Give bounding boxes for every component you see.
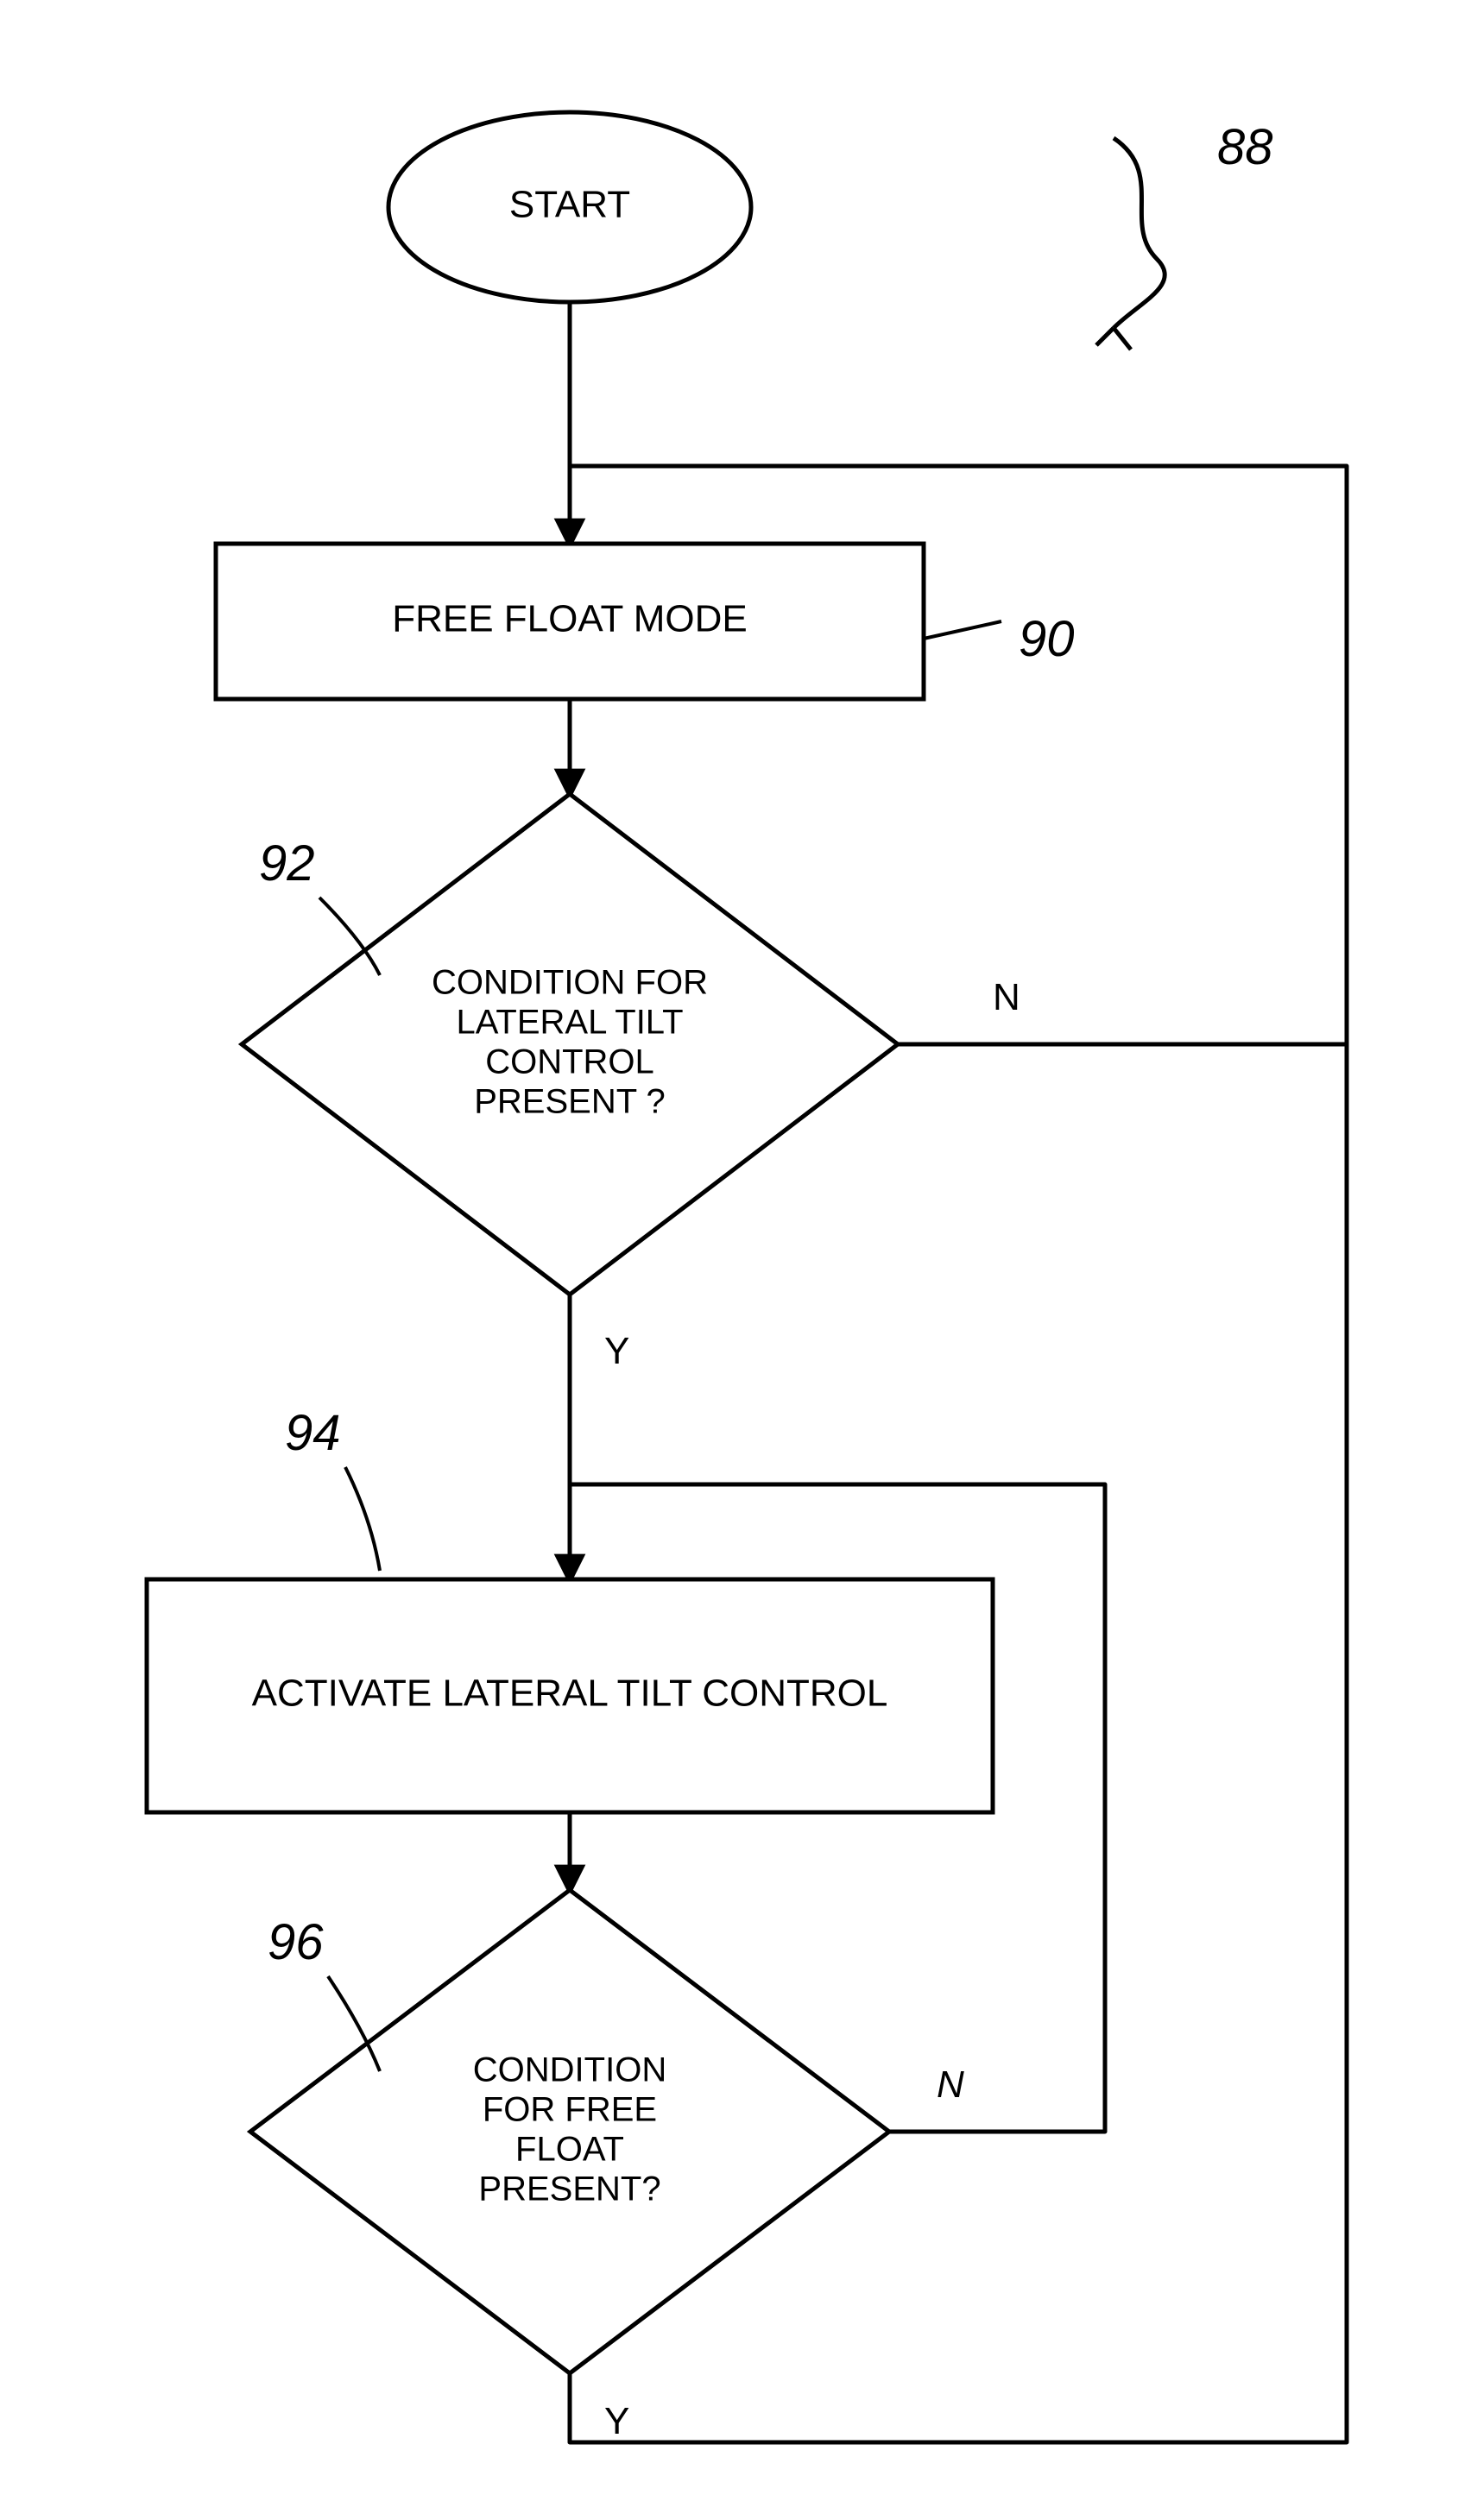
edge-label: N bbox=[993, 976, 1020, 1018]
svg-text:ACTIVATE LATERAL TILT CONTROL: ACTIVATE LATERAL TILT CONTROL bbox=[252, 1673, 888, 1715]
svg-text:96: 96 bbox=[268, 1914, 324, 1970]
node-start: START bbox=[388, 112, 751, 302]
svg-text:92: 92 bbox=[259, 835, 315, 891]
svg-text:CONDITION: CONDITION bbox=[473, 2051, 666, 2089]
svg-text:PRESENT?: PRESENT? bbox=[478, 2170, 660, 2208]
svg-text:LATERAL TILT: LATERAL TILT bbox=[456, 1004, 683, 1042]
svg-text:88: 88 bbox=[1217, 119, 1273, 175]
svg-text:CONDITION FOR: CONDITION FOR bbox=[432, 964, 708, 1002]
svg-text:90: 90 bbox=[1019, 611, 1075, 667]
svg-text:PRESENT ?: PRESENT ? bbox=[474, 1083, 666, 1121]
node-activate: ACTIVATE LATERAL TILT CONTROL bbox=[147, 1579, 993, 1812]
svg-text:FLOAT: FLOAT bbox=[515, 2131, 624, 2169]
edge-label: Y bbox=[604, 2400, 629, 2442]
svg-text:FOR FREE: FOR FREE bbox=[483, 2091, 657, 2129]
svg-text:FREE FLOAT MODE: FREE FLOAT MODE bbox=[392, 598, 748, 640]
svg-text:94: 94 bbox=[285, 1405, 341, 1461]
svg-text:CONTROL: CONTROL bbox=[485, 1043, 654, 1081]
edge-label: N bbox=[937, 2063, 964, 2106]
svg-text:START: START bbox=[509, 184, 630, 226]
edge-label: Y bbox=[604, 1330, 629, 1372]
node-free_float: FREE FLOAT MODE bbox=[216, 544, 924, 699]
